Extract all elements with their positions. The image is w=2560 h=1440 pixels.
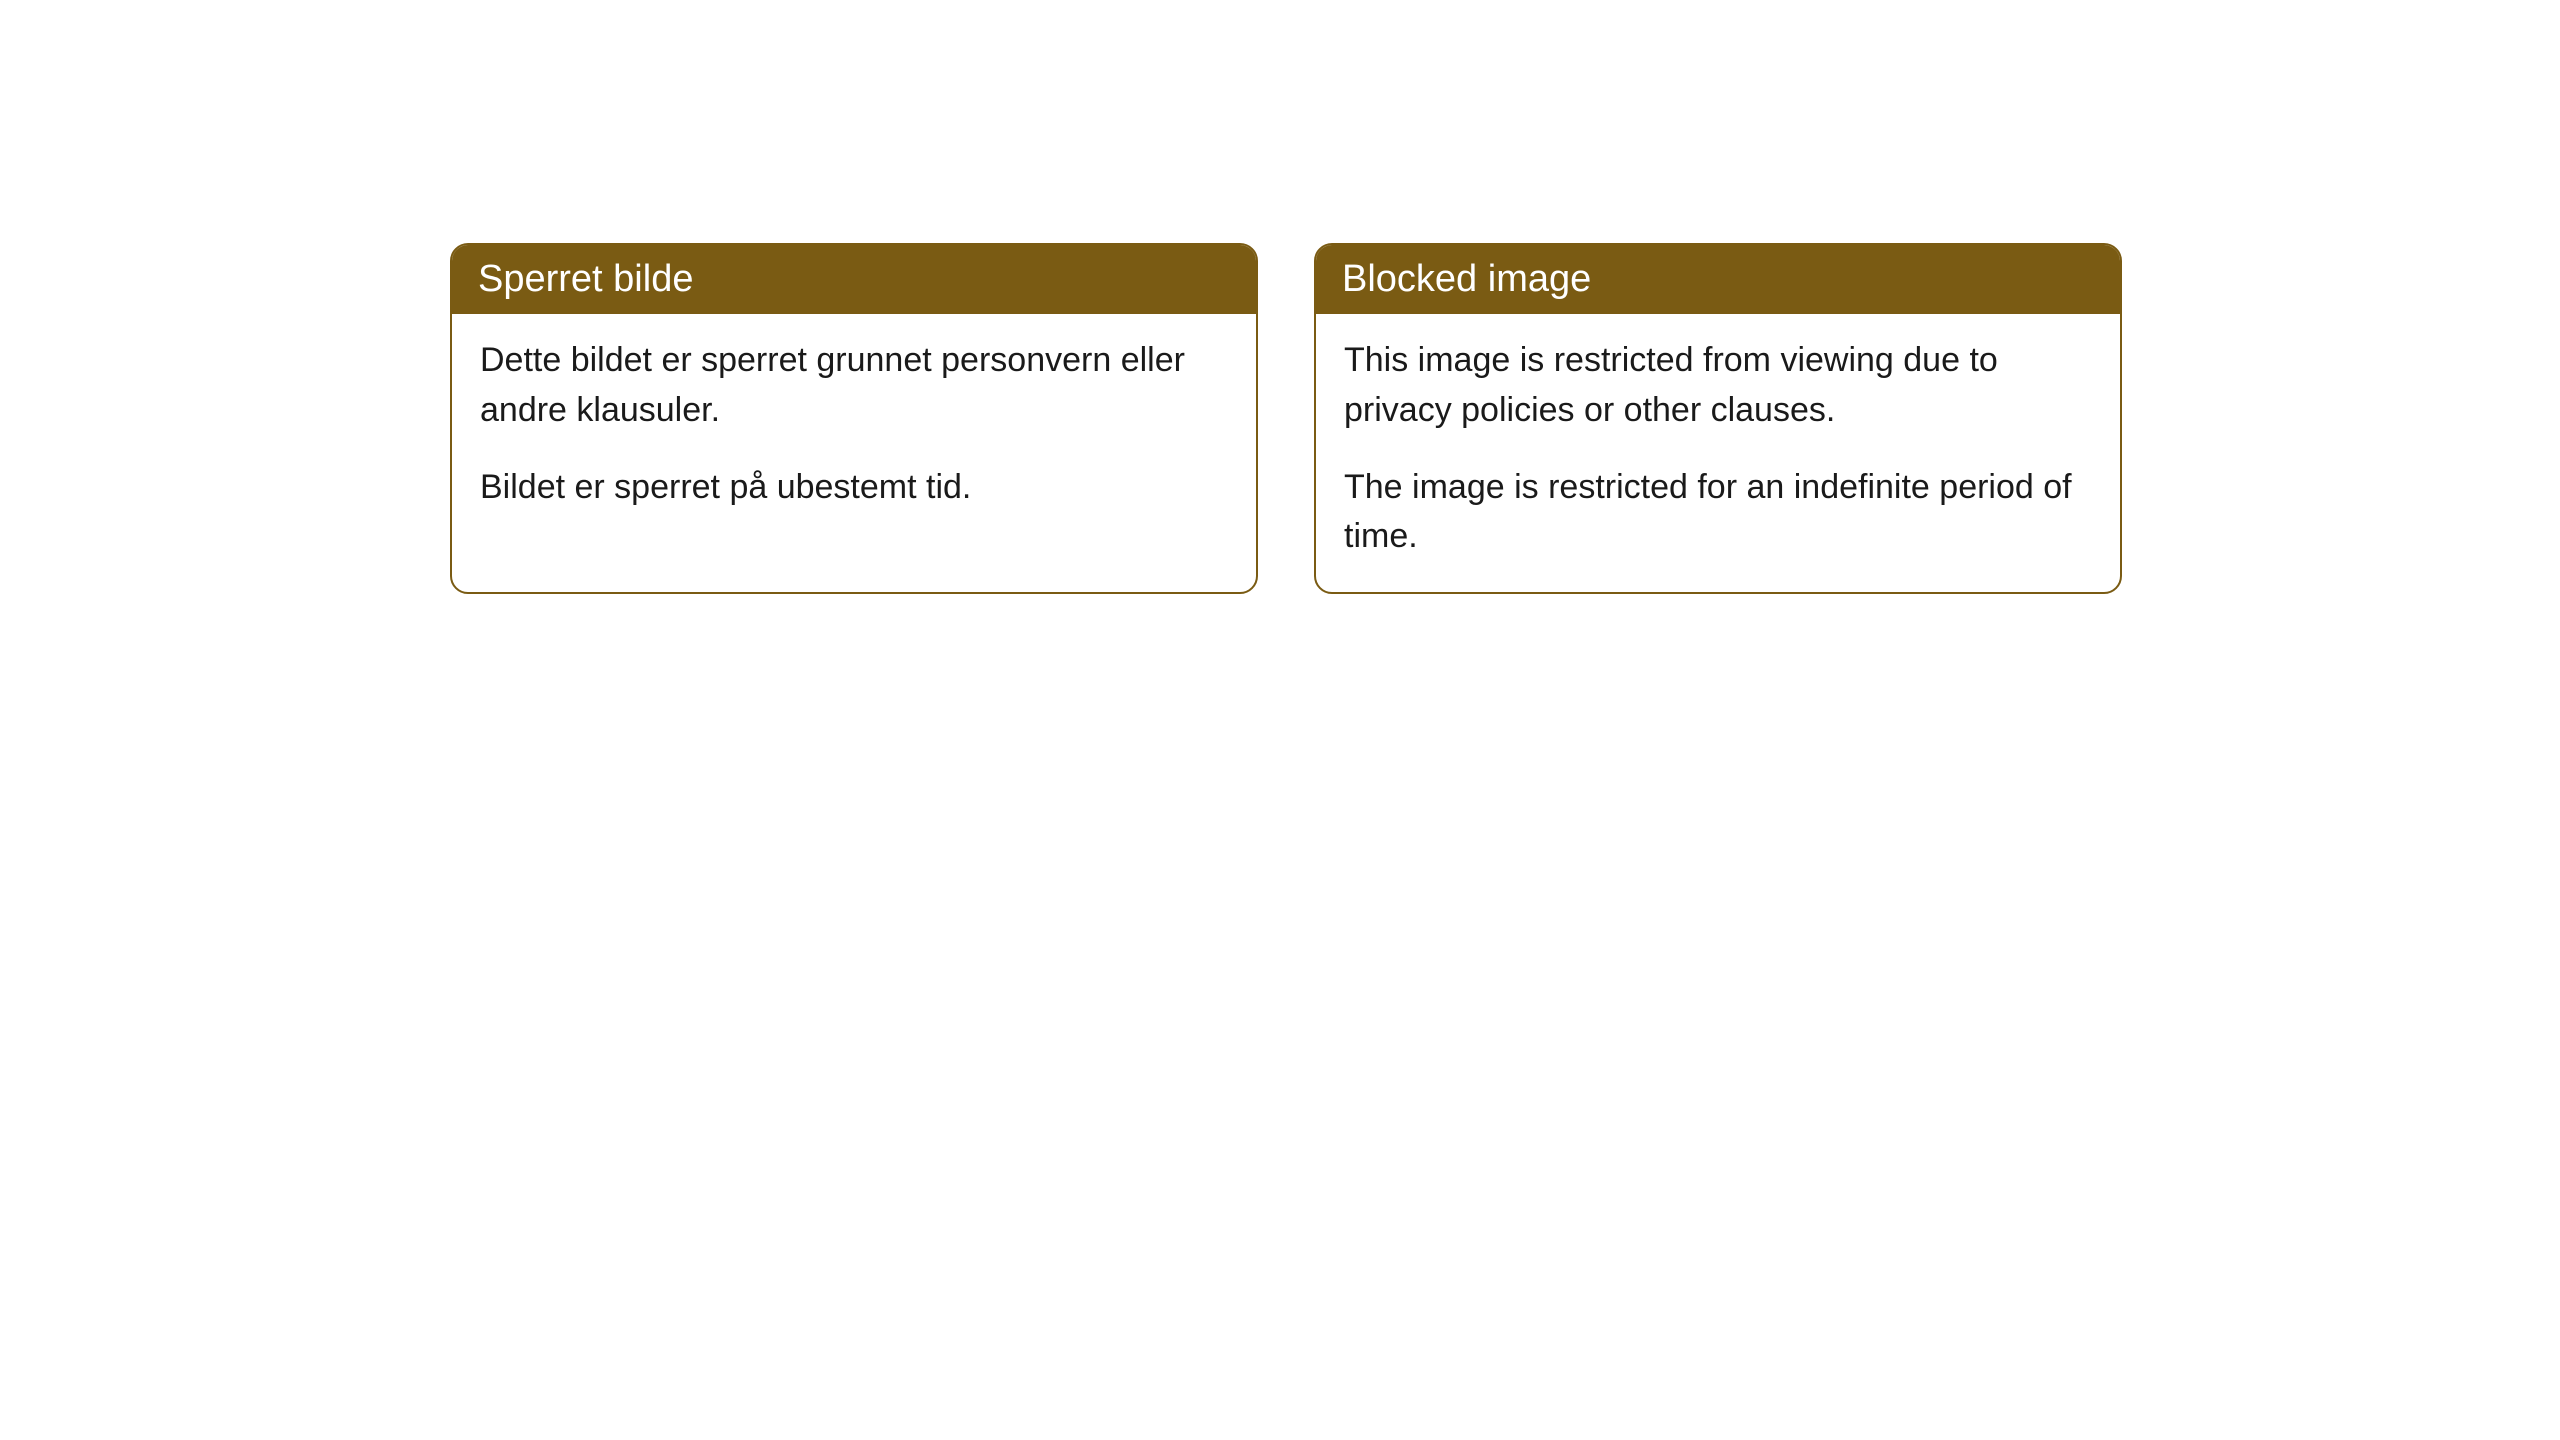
card-header: Blocked image bbox=[1316, 245, 2120, 314]
notice-card-norwegian: Sperret bilde Dette bildet er sperret gr… bbox=[450, 243, 1258, 594]
notice-paragraph: The image is restricted for an indefinit… bbox=[1344, 463, 2092, 562]
card-body: Dette bildet er sperret grunnet personve… bbox=[452, 314, 1256, 542]
notice-paragraph: Bildet er sperret på ubestemt tid. bbox=[480, 463, 1228, 512]
card-header: Sperret bilde bbox=[452, 245, 1256, 314]
card-title: Blocked image bbox=[1342, 258, 1591, 300]
notice-card-english: Blocked image This image is restricted f… bbox=[1314, 243, 2122, 594]
notice-paragraph: This image is restricted from viewing du… bbox=[1344, 336, 2092, 435]
card-body: This image is restricted from viewing du… bbox=[1316, 314, 2120, 591]
notice-paragraph: Dette bildet er sperret grunnet personve… bbox=[480, 336, 1228, 435]
card-title: Sperret bilde bbox=[478, 258, 693, 300]
notice-cards-container: Sperret bilde Dette bildet er sperret gr… bbox=[450, 243, 2122, 594]
